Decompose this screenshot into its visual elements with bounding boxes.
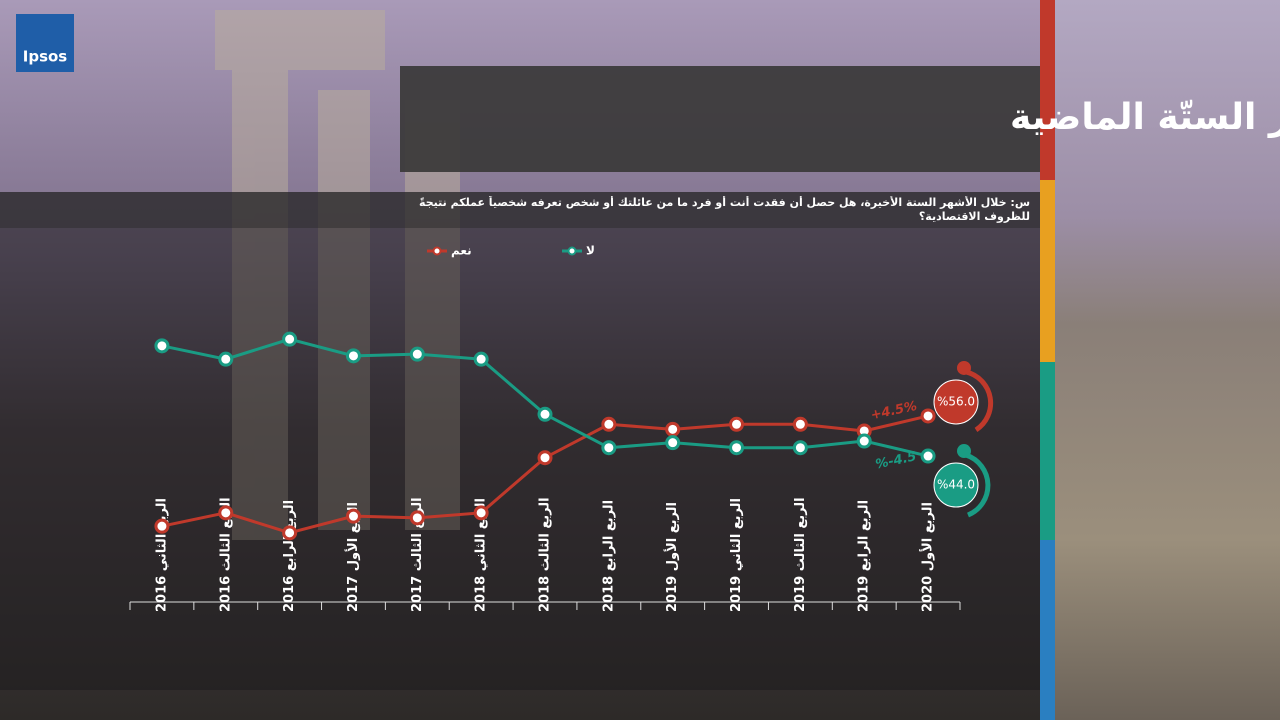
point <box>665 421 681 437</box>
point <box>282 525 298 541</box>
x-tick-label: الربع الرابع 2019 <box>857 500 872 612</box>
x-tick-label: الربع الأول 2017 <box>344 502 361 612</box>
legend-marker <box>432 246 442 256</box>
label-dot <box>957 444 971 459</box>
point <box>345 348 361 364</box>
question-band <box>0 192 1040 228</box>
legend-label: نعم <box>451 244 472 258</box>
point <box>154 518 170 534</box>
point <box>729 440 745 456</box>
title-box <box>400 66 1040 172</box>
label-dot <box>957 360 971 375</box>
logo-box <box>16 14 74 72</box>
point <box>537 450 553 466</box>
point <box>920 448 936 464</box>
point <box>856 433 872 449</box>
x-tick-label: الربع الثالث 2017 <box>410 497 425 612</box>
point <box>920 408 936 424</box>
point <box>154 338 170 354</box>
x-tick-label: الربع الثالث 2019 <box>793 497 808 612</box>
x-tick-label: الربع الثاني 2019 <box>729 498 744 612</box>
subtitle-box: س: خلال الأشهر الستة الأخيرة، هل حصل أن … <box>419 196 1030 223</box>
point <box>665 435 681 451</box>
chart-subtitle: س: خلال الأشهر الستة الأخيرة، هل حصل أن … <box>419 196 1030 223</box>
stripe <box>1040 362 1055 540</box>
point <box>792 440 808 456</box>
x-tick-label: الربع الأول 2019 <box>663 502 680 612</box>
point <box>218 351 234 367</box>
point <box>218 505 234 521</box>
logo: Ipsos <box>23 48 68 66</box>
label-bubble <box>933 462 979 508</box>
x-tick-label: الربع الرابع 2016 <box>282 500 297 612</box>
point <box>729 416 745 432</box>
x-tick-label: الربع الأول 2020 <box>919 502 936 612</box>
point <box>409 346 425 362</box>
legend-label: لا <box>586 244 595 258</box>
point <box>345 508 361 524</box>
point <box>282 331 298 347</box>
x-tick-label: الربع الرابع 2018 <box>601 500 616 612</box>
chart-panel <box>0 192 1040 690</box>
point <box>473 505 489 521</box>
stripe <box>1040 0 1055 180</box>
data-label: %56.0 <box>937 394 975 408</box>
stripe <box>1040 540 1055 720</box>
label-bubble <box>933 379 979 425</box>
point <box>409 510 425 526</box>
point <box>601 416 617 432</box>
point <box>537 406 553 422</box>
point <box>473 351 489 367</box>
legend-marker <box>567 246 577 256</box>
point <box>792 416 808 432</box>
x-tick-label: الربع الثاني 2018 <box>474 498 489 612</box>
label-arc <box>965 369 994 433</box>
side-photo <box>1055 0 1280 720</box>
chart-title: فقدان العمل في الأشهر الستّة الماضية <box>1010 94 1280 138</box>
x-tick-label: الربع الثالث 2016 <box>218 497 233 612</box>
stripe <box>1040 180 1055 362</box>
point <box>601 440 617 456</box>
data-label: %44.0 <box>937 478 975 492</box>
x-tick-label: الربع الثالث 2018 <box>538 497 553 612</box>
label-arc <box>965 452 991 518</box>
x-tick-label: الربع الثاني 2016 <box>154 498 169 612</box>
